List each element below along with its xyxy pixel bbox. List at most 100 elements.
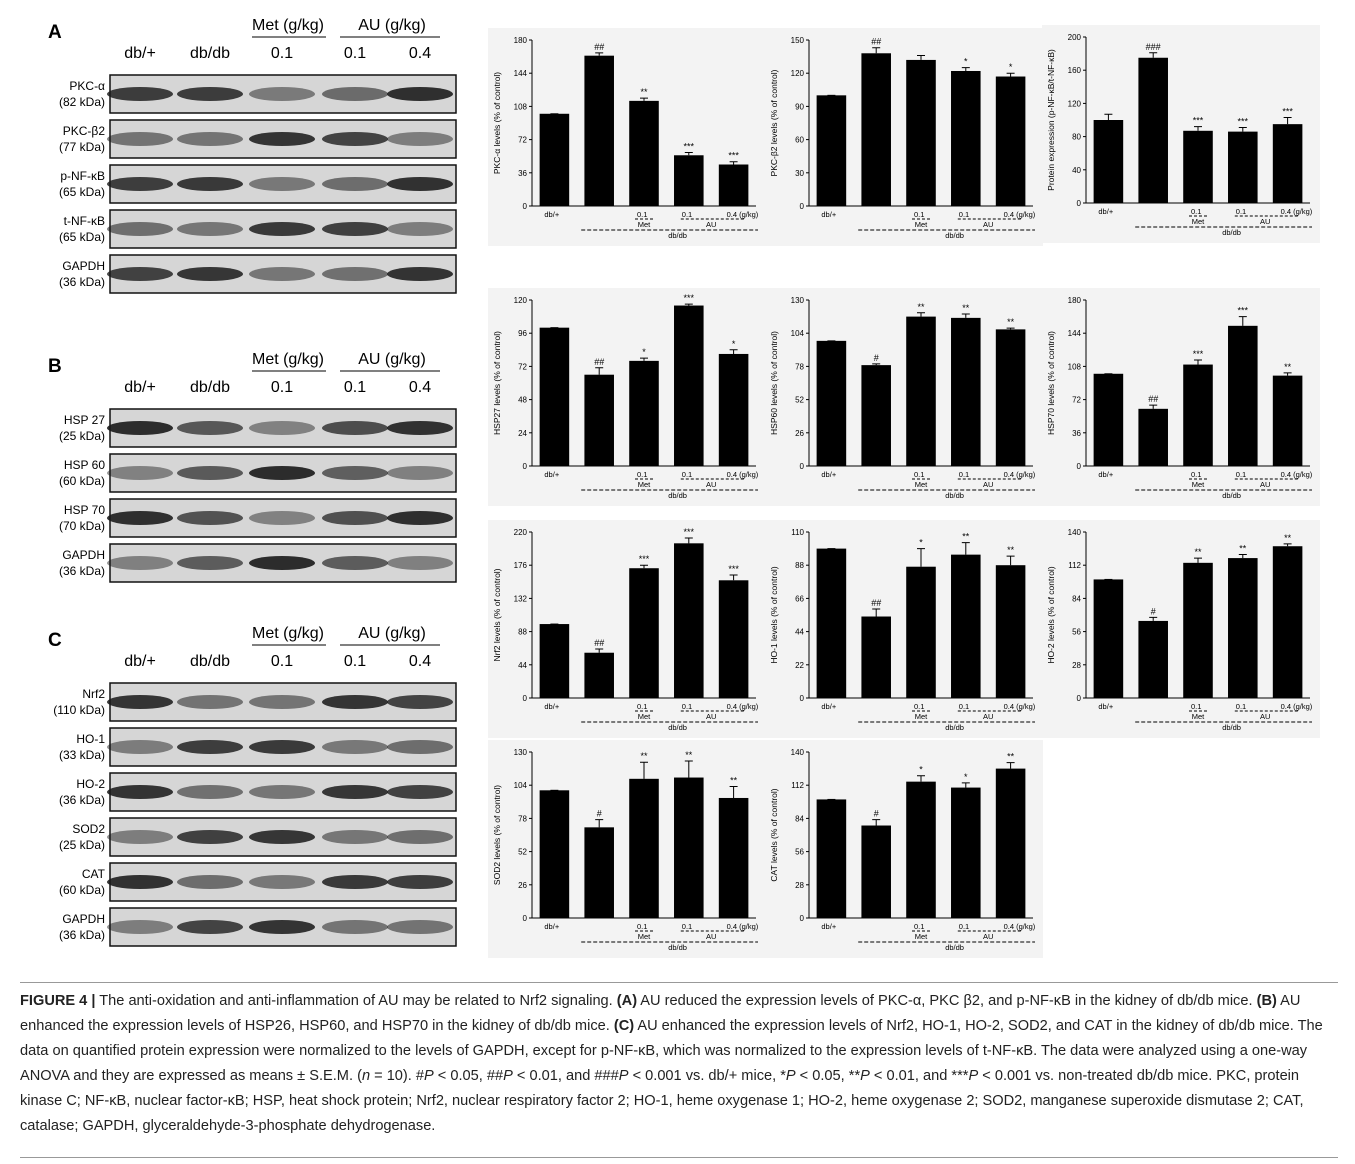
y-tick-label: 52 xyxy=(518,848,527,857)
group-label: Met (g/kg) xyxy=(252,625,324,642)
y-tick-label: 56 xyxy=(795,848,804,857)
x-tick-label: 0.1 xyxy=(637,470,647,479)
y-tick-label: 60 xyxy=(795,136,804,145)
x-tick-label: 0.4 (g/kg) xyxy=(727,470,759,479)
significance-label: * xyxy=(1009,62,1013,72)
y-tick-label: 0 xyxy=(523,694,528,703)
x-tick-label: db/+ xyxy=(544,922,559,931)
y-tick-label: 130 xyxy=(791,296,805,305)
group-label: AU (g/kg) xyxy=(358,625,426,642)
x-tick-label: db/+ xyxy=(821,702,836,711)
y-tick-label: 26 xyxy=(518,881,527,890)
band-name: SOD2 xyxy=(72,822,105,836)
significance-label: *** xyxy=(1238,116,1249,126)
y-tick-label: 180 xyxy=(514,36,528,45)
blot-band xyxy=(249,421,315,435)
significance-label: ## xyxy=(871,37,881,47)
lane-label: 0.1 xyxy=(271,379,293,396)
caption-text: = 10). # xyxy=(370,1068,424,1084)
band-name: GAPDH xyxy=(62,259,105,273)
x-tick-label: db/+ xyxy=(821,470,836,479)
band-name: PKC-α xyxy=(69,79,105,93)
band-name: HO-1 xyxy=(76,732,105,746)
blot-band xyxy=(249,222,315,236)
x-tick-label: 0.1 xyxy=(1191,702,1201,711)
caption-text: < 0.05, ** xyxy=(796,1068,861,1084)
blot-band xyxy=(249,267,315,281)
y-tick-label: 30 xyxy=(795,169,804,178)
bar xyxy=(584,56,614,206)
y-tick-label: 0 xyxy=(800,202,805,211)
x-tick-label: 0.1 xyxy=(637,702,647,711)
blot-band xyxy=(322,830,388,844)
bar xyxy=(1138,621,1168,698)
significance-label: # xyxy=(597,809,602,819)
blot-band xyxy=(322,511,388,525)
x-tick-label: 0.1 xyxy=(1236,470,1246,479)
blot-band xyxy=(387,87,453,101)
band-size: (60 kDa) xyxy=(59,474,105,488)
significance-label: ** xyxy=(1284,533,1292,543)
band-size: (60 kDa) xyxy=(59,883,105,897)
blot-band xyxy=(387,132,453,146)
page: AMet (g/kg)AU (g/kg)db/+db/db0.10.10.4PK… xyxy=(0,0,1355,1164)
bar xyxy=(906,567,936,698)
x-tick-label: 0.4 (g/kg) xyxy=(1281,470,1313,479)
band-size: (36 kDa) xyxy=(59,564,105,578)
group-label: db/db xyxy=(1222,228,1241,237)
bar xyxy=(817,799,847,918)
caption-italic: P xyxy=(786,1068,796,1084)
bar xyxy=(540,790,570,918)
band-size: (110 kDa) xyxy=(53,703,105,717)
blot-band xyxy=(322,920,388,934)
bar xyxy=(951,71,981,206)
x-tick-label: db/+ xyxy=(544,470,559,479)
significance-label: *** xyxy=(1193,116,1204,126)
bar xyxy=(1273,124,1303,203)
y-tick-label: 0 xyxy=(523,914,528,923)
blot-band xyxy=(249,556,315,570)
x-tick-label: 0.1 xyxy=(637,922,647,931)
caption-panel: (C) xyxy=(614,1018,634,1034)
y-tick-label: 56 xyxy=(1072,628,1081,637)
y-tick-label: 80 xyxy=(1072,133,1081,142)
x-tick-label: 0.1 xyxy=(914,470,924,479)
blot-band xyxy=(387,421,453,435)
x-tick-label: 0.1 xyxy=(914,210,924,219)
y-tick-label: 120 xyxy=(514,296,528,305)
significance-label: ** xyxy=(917,302,925,312)
blot-band xyxy=(322,132,388,146)
band-name: HSP 70 xyxy=(64,503,105,517)
y-tick-label: 112 xyxy=(1068,561,1081,570)
bar xyxy=(1273,546,1303,698)
bar xyxy=(674,778,704,918)
significance-label: ** xyxy=(1007,317,1015,327)
group-label: AU xyxy=(983,712,993,721)
y-tick-label: 0 xyxy=(1077,462,1082,471)
bar xyxy=(629,361,659,466)
y-tick-label: 72 xyxy=(518,362,527,371)
x-tick-label: 0.4 (g/kg) xyxy=(1004,702,1036,711)
x-tick-label: 0.4 (g/kg) xyxy=(727,210,759,219)
y-tick-label: 180 xyxy=(1068,296,1082,305)
caption-italic: n xyxy=(362,1068,370,1084)
bar xyxy=(861,617,891,698)
y-tick-label: 220 xyxy=(514,528,528,537)
x-tick-label: 0.4 (g/kg) xyxy=(1004,470,1036,479)
group-label: Met xyxy=(915,712,928,721)
significance-label: *** xyxy=(728,564,739,574)
blot-band xyxy=(387,695,453,709)
bar xyxy=(1228,132,1258,203)
blot-band xyxy=(249,177,315,191)
y-tick-label: 22 xyxy=(795,661,804,670)
significance-label: ** xyxy=(1007,752,1015,762)
bar xyxy=(719,165,749,207)
significance-label: ## xyxy=(1148,394,1158,404)
x-tick-label: db/+ xyxy=(1098,702,1113,711)
blot-band xyxy=(177,740,243,754)
caption-panel: (A) xyxy=(617,993,637,1009)
x-tick-label: 0.4 (g/kg) xyxy=(727,702,759,711)
y-axis-label: Nrf2 levels (% of control) xyxy=(492,568,502,661)
caption-italic: P xyxy=(619,1068,629,1084)
blot-band xyxy=(322,267,388,281)
